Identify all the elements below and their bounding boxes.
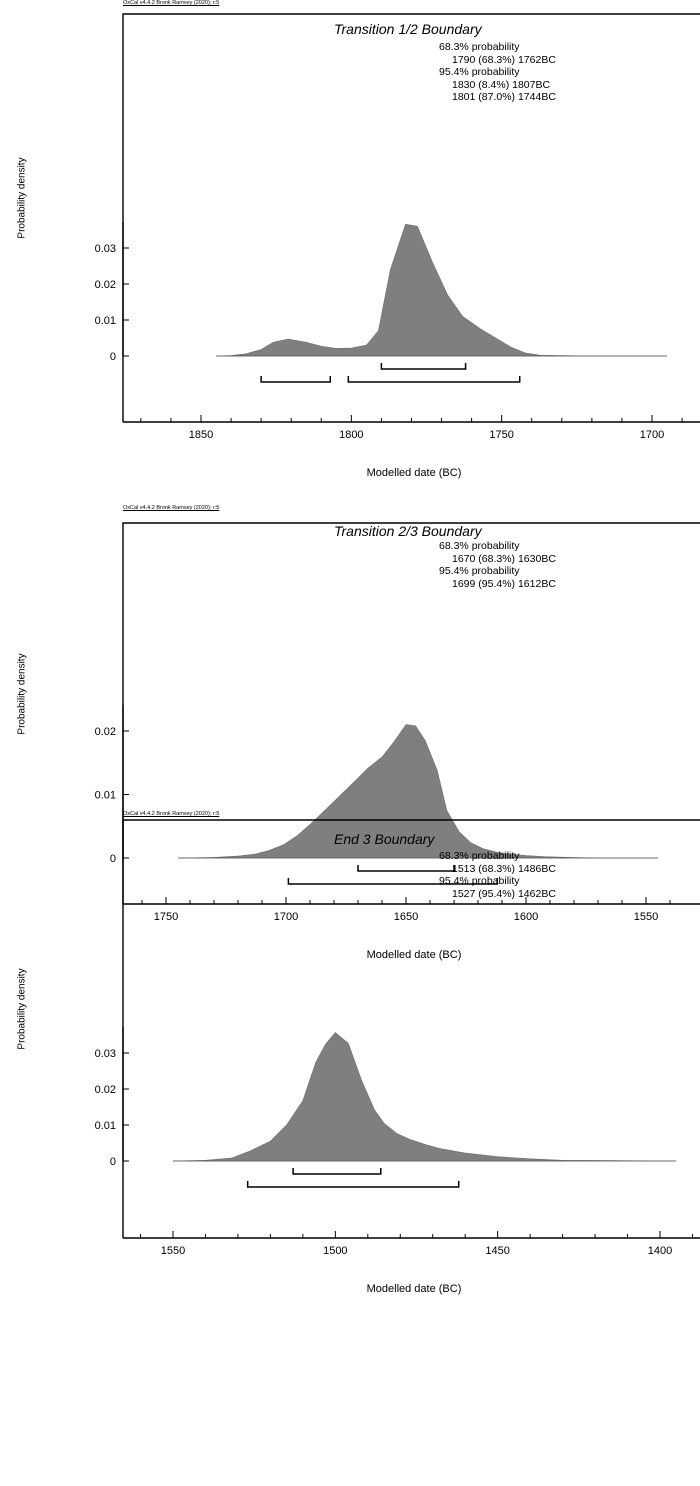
probability-range: 1670 (68.3%) 1630BC xyxy=(452,552,556,565)
x-tick-label: 1500 xyxy=(323,1245,347,1257)
range-95-bracket xyxy=(287,878,498,885)
probability-heading: 95.4% probability xyxy=(439,565,520,577)
chart-svg: 1550 1500 1450 1400 0 0.01 0.02 0.03 xyxy=(95,819,700,1257)
density-area xyxy=(177,724,658,859)
x-tick-label: 1750 xyxy=(489,429,513,441)
chart-panel-3: OxCal v4.4.2 Bronk Ramsey (2020); r:5 155… xyxy=(0,811,700,1295)
x-tick-label: 1800 xyxy=(339,429,363,441)
y-tick-label: 0.03 xyxy=(95,1048,116,1060)
y-axis-label-text: Probability density xyxy=(16,157,28,239)
y-tick-label: 0 xyxy=(110,1156,116,1168)
x-tick-label: 1850 xyxy=(189,429,213,441)
oxcal-credit: OxCal v4.4.2 Bronk Ramsey (2020); r:5 xyxy=(123,811,220,817)
y-tick-label: 0.01 xyxy=(95,1120,116,1132)
y-tick-label: 0.03 xyxy=(95,243,116,255)
y-tick-label: 0.02 xyxy=(95,1084,116,1096)
x-tick-label: 1550 xyxy=(161,1245,185,1257)
x-tick-label: 1600 xyxy=(514,911,538,923)
x-tick-label: 1700 xyxy=(640,429,664,441)
probability-heading: 95.4% probability xyxy=(439,66,520,78)
range-95-bracket xyxy=(347,376,521,383)
probability-range: 1699 (95.4%) 1612BC xyxy=(452,577,556,590)
plot-frame xyxy=(122,13,700,422)
range-68-bracket xyxy=(357,865,455,872)
y-tick-label: 0 xyxy=(110,351,116,363)
y-tick-label: 0.01 xyxy=(95,315,116,327)
chart-panel-2: OxCal v4.4.2 Bronk Ramsey (2020); r:5 175… xyxy=(0,505,700,975)
chart-title: End 3 Boundary xyxy=(334,831,435,847)
x-tick-label: 1750 xyxy=(154,911,178,923)
density-area xyxy=(215,223,668,357)
oxcal-credit: OxCal v4.4.2 Bronk Ramsey (2020); r:5 xyxy=(123,505,220,511)
y-tick-label: 0.02 xyxy=(95,726,116,738)
probability-heading: 68.3% probability xyxy=(439,540,520,552)
y-axis-label-text: Probability density xyxy=(16,968,28,1050)
x-tick-label: 1700 xyxy=(274,911,298,923)
y-tick-label: 0 xyxy=(110,853,116,865)
x-axis-label: Modelled date (BC) xyxy=(366,467,462,479)
probability-range: 1513 (68.3%) 1486BC xyxy=(452,862,556,875)
range-68-bracket xyxy=(380,363,467,370)
chart-title: Transition 1/2 Boundary xyxy=(334,21,482,37)
probability-range: 1527 (95.4%) 1462BC xyxy=(452,887,556,900)
x-axis-label: Modelled date (BC) xyxy=(366,949,462,961)
range-95-bracket xyxy=(260,376,332,383)
probability-range: 1830 (8.4%) 1807BC xyxy=(452,78,551,91)
x-tick-label: 1450 xyxy=(485,1245,509,1257)
plot-frame xyxy=(122,819,700,1238)
probability-heading: 95.4% probability xyxy=(439,875,520,887)
y-tick-label: 0.02 xyxy=(95,279,116,291)
chart-svg: 1750 1700 1650 1600 1550 0 0.01 0.02 xyxy=(95,522,700,923)
range-68-bracket xyxy=(292,1168,382,1175)
probability-range: 1801 (87.0%) 1744BC xyxy=(452,91,556,103)
x-axis-label: Modelled date (BC) xyxy=(366,1283,462,1295)
chart-title: Transition 2/3 Boundary xyxy=(334,523,482,539)
range-95-bracket xyxy=(246,1181,460,1188)
x-tick-label: 1650 xyxy=(394,911,418,923)
y-tick-label: 0.01 xyxy=(95,790,116,802)
density-area xyxy=(172,1032,677,1162)
y-axis-label-text: Probability density xyxy=(16,652,28,735)
chart-svg: 1850 1800 1750 1700 0 0.01 0.02 0.03 xyxy=(95,13,700,441)
probability-range: 1790 (68.3%) 1762BC xyxy=(452,53,556,66)
x-tick-label: 1550 xyxy=(634,911,658,923)
x-tick-label: 1400 xyxy=(648,1245,672,1257)
oxcal-credit: OxCal v4.4.2 Bronk Ramsey (2020); r:5 xyxy=(123,0,220,6)
probability-heading: 68.3% probability xyxy=(439,41,520,53)
chart-panel-1: OxCal v4.4.2 Bronk Ramsey (2020); r:5 185… xyxy=(0,0,700,479)
probability-heading: 68.3% probability xyxy=(439,850,520,862)
